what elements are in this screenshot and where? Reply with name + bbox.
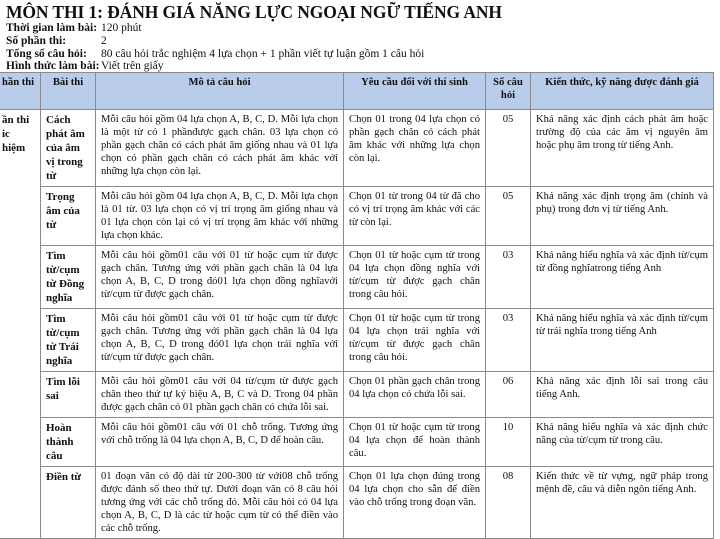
question-description: Mỗi câu hỏi gồm01 câu với 01 chỗ trống. … — [95, 417, 344, 467]
question-count: 06 — [485, 371, 531, 418]
test-name: Điền từ — [40, 466, 96, 539]
header-skills: Kiến thức, kỹ năng được đánh giá — [530, 72, 714, 110]
meta-value: 120 phút — [101, 22, 142, 34]
question-description: 01 đoạn văn có độ dài từ 200-300 từ với0… — [95, 466, 344, 539]
table-row: Trọng âm của từ Mỗi câu hỏi gồm 04 lựa ch… — [0, 186, 714, 246]
assessed-skills: Kiến thức về từ vựng, ngữ pháp trong mện… — [530, 466, 714, 539]
question-count: 05 — [485, 109, 531, 187]
question-description: Mỗi câu hỏi gồm01 câu với 01 từ hoặc cụm… — [95, 308, 344, 372]
meta-label: Hình thức làm bài: — [6, 60, 100, 72]
assessed-skills: Khả năng hiểu nghĩa và xác định từ/cụm t… — [530, 245, 714, 309]
test-name: Tìm lỗi sai — [40, 371, 96, 418]
table-row: Tìm từ/cụm từ Trái nghĩa Mỗi câu hỏi gồm0… — [0, 308, 714, 372]
assessed-skills: Khả năng xác định lỗi sai trong câu tiến… — [530, 371, 714, 418]
table-row: Tìm lỗi sai Mỗi câu hỏi gồm01 câu với 04 … — [0, 371, 714, 418]
assessed-skills: Khả năng hiểu nghĩa và xác định chức năn… — [530, 417, 714, 467]
meta-value: 2 — [101, 35, 107, 47]
meta-value: 80 câu hỏi trắc nghiệm 4 lựa chọn + 1 ph… — [101, 48, 425, 60]
table-row: ần thi ic hiệm Cách phát âm của âm vị tro… — [0, 109, 714, 539]
page-title: MÔN THI 1: ĐÁNH GIÁ NĂNG LỰC NGOẠI NGỮ T… — [6, 2, 502, 22]
question-count: 08 — [485, 466, 531, 539]
assessed-skills: Khả năng xác định trọng âm (chính và phụ… — [530, 186, 714, 246]
meta-format: Hình thức làm bài: Viết trên giấy — [6, 60, 164, 72]
assessed-skills: Khả năng hiểu nghĩa và xác định từ/cụm t… — [530, 308, 714, 372]
table-row: Hoàn thành câu Mỗi câu hỏi gồm01 câu với … — [0, 417, 714, 467]
meta-label: Tổng số câu hỏi: — [6, 48, 87, 60]
question-count: 10 — [485, 417, 531, 467]
test-name: Cách phát âm của âm vị trong từ — [40, 109, 96, 187]
header-test: Bài thi — [40, 72, 96, 110]
candidate-requirement: Chọn 01 phần gạch chân trong 04 lựa chọn… — [343, 371, 486, 418]
test-name: Tìm từ/cụm từ Đồng nghĩa — [40, 245, 96, 309]
question-count: 05 — [485, 186, 531, 246]
question-description: Mỗi câu hỏi gồm01 câu với 04 từ/cụm từ đ… — [95, 371, 344, 418]
test-name: Trọng âm của từ — [40, 186, 96, 246]
question-count: 03 — [485, 308, 531, 372]
table-header-row: hần thi Bài thi Mô tả câu hỏi Yêu cầu đố… — [0, 72, 714, 110]
question-description: Mỗi câu hỏi gồm01 câu với 01 từ hoặc cụm… — [95, 245, 344, 309]
meta-duration: Thời gian làm bài: 120 phút — [6, 22, 142, 34]
question-description: Mỗi câu hỏi gồm 04 lựa chọn A, B, C, D. … — [95, 186, 344, 246]
candidate-requirement: Chọn 01 từ hoặc cụm từ trong 04 lựa chọn… — [343, 308, 486, 372]
header-requirement: Yêu cầu đối với thí sinh — [343, 72, 486, 110]
question-description: Mỗi câu hỏi gồm 04 lựa chọn A, B, C, D. … — [95, 109, 344, 187]
candidate-requirement: Chọn 01 lựa chọn đúng trong 04 lựa chọn … — [343, 466, 486, 539]
header-description: Mô tả câu hỏi — [95, 72, 344, 110]
candidate-requirement: Chọn 01 từ hoặc cụm từ trong 04 lựa chọn… — [343, 417, 486, 467]
header-count: Số câu hỏi — [485, 72, 531, 110]
test-name: Tìm từ/cụm từ Trái nghĩa — [40, 308, 96, 372]
exam-structure-table: hần thi Bài thi Mô tả câu hỏi Yêu cầu đố… — [0, 72, 714, 539]
test-name: Hoàn thành câu — [40, 417, 96, 467]
meta-label: Số phần thi: — [6, 35, 67, 47]
section-cell: ần thi ic hiệm — [0, 109, 41, 539]
meta-value: Viết trên giấy — [101, 60, 164, 72]
header-section: hần thi — [0, 72, 41, 110]
candidate-requirement: Chọn 01 từ hoặc cụm từ trong 04 lựa chọn… — [343, 245, 486, 309]
table-row: Điền từ 01 đoạn văn có độ dài từ 200-300 … — [0, 466, 714, 539]
meta-parts: Số phần thi: 2 — [6, 35, 107, 47]
meta-label: Thời gian làm bài: — [6, 22, 98, 34]
meta-questions: Tổng số câu hỏi: 80 câu hỏi trắc nghiệm 4… — [6, 48, 424, 60]
table-row: Tìm từ/cụm từ Đồng nghĩa Mỗi câu hỏi gồm0… — [0, 245, 714, 309]
question-count: 03 — [485, 245, 531, 309]
assessed-skills: Khả năng xác định cách phát âm hoặc trườ… — [530, 109, 714, 187]
candidate-requirement: Chọn 01 trong 04 lựa chọn có phần gạch c… — [343, 109, 486, 187]
candidate-requirement: Chọn 01 từ trong 04 từ đã cho có vị trí … — [343, 186, 486, 246]
